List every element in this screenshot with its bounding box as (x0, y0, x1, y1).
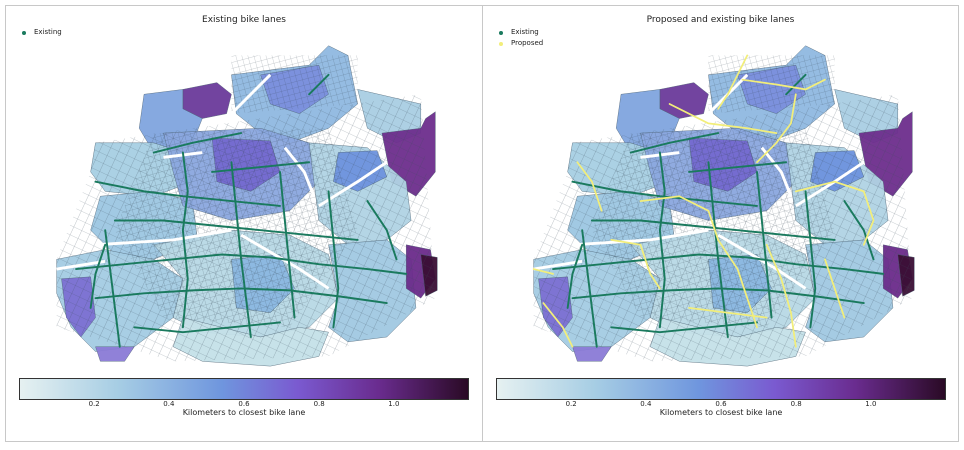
colorbar (496, 378, 946, 400)
tick-label: 0.2 (88, 400, 100, 408)
tick-label: 0.4 (640, 400, 652, 408)
legend-label: Existing (511, 28, 539, 36)
right-map-title: Proposed and existing bike lanes (646, 15, 795, 25)
legend-label: Proposed (511, 39, 544, 47)
right-map-panel: Proposed and existing bike lanes Existin… (482, 5, 959, 442)
tick-label: 0.6 (238, 400, 250, 408)
left-map-title: Existing bike lanes (202, 15, 286, 25)
colorbar-ticks: 0.2 0.4 0.6 0.8 1.0 (19, 400, 469, 410)
tick-label: 1.0 (865, 400, 877, 408)
left-map-panel: Existing bike lanes Existing 0.2 0.4 0.6… (5, 5, 483, 442)
proposed-marker-icon (499, 41, 503, 46)
legend-label: Existing (34, 28, 62, 36)
tick-label: 0.2 (565, 400, 577, 408)
colorbar-label: Kilometers to closest bike lane (182, 408, 306, 417)
tick-label: 0.8 (313, 400, 325, 408)
left-legend: Existing (22, 27, 62, 38)
tick-label: 0.8 (790, 400, 802, 408)
colorbar-ticks: 0.2 0.4 0.6 0.8 1.0 (496, 400, 946, 410)
colorbar (19, 378, 469, 400)
tick-label: 0.6 (715, 400, 727, 408)
existing-bike-lanes-map (55, 45, 438, 367)
right-legend: Existing Proposed (499, 27, 543, 49)
legend-item-proposed: Proposed (499, 38, 543, 49)
legend-item-existing: Existing (22, 27, 62, 38)
legend-item-existing: Existing (499, 27, 543, 38)
existing-marker-icon (22, 30, 26, 35)
colorbar-label: Kilometers to closest bike lane (659, 408, 783, 417)
tick-label: 0.4 (163, 400, 175, 408)
proposed-and-existing-bike-lanes-map (532, 45, 915, 367)
existing-marker-icon (499, 30, 503, 35)
tick-label: 1.0 (388, 400, 400, 408)
